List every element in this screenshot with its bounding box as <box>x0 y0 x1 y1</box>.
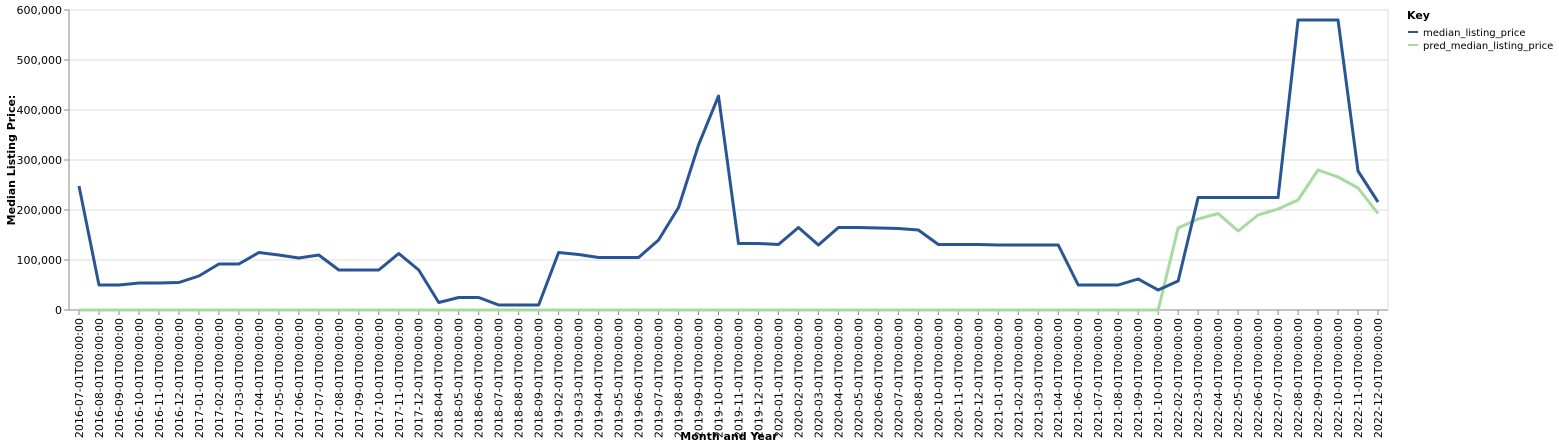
x-tick-label: 2022-06-01T00:00:00 <box>1252 318 1265 438</box>
x-tick-label: 2021-08-01T00:00:00 <box>1112 318 1125 438</box>
x-tick-label: 2017-07-01T00:00:00 <box>313 318 326 438</box>
x-tick-label: 2022-08-01T00:00:00 <box>1292 318 1305 438</box>
x-tick-label: 2020-05-01T00:00:00 <box>852 318 865 438</box>
x-tick-label: 2020-07-01T00:00:00 <box>892 318 905 438</box>
y-tick-label: 200,000 <box>17 204 63 217</box>
x-tick-label: 2021-01-01T00:00:00 <box>992 318 1005 438</box>
x-tick-label: 2018-09-01T00:00:00 <box>533 318 546 438</box>
x-tick-label: 2021-07-01T00:00:00 <box>1092 318 1105 438</box>
x-tick-label: 2019-09-01T00:00:00 <box>693 318 706 438</box>
x-tick-label: 2018-05-01T00:00:00 <box>453 318 466 438</box>
x-tick-label: 2019-04-01T00:00:00 <box>593 318 606 438</box>
x-tick-label: 2022-07-01T00:00:00 <box>1272 318 1285 438</box>
legend-label: pred_median_listing_price <box>1423 41 1553 52</box>
x-tick-label: 2020-06-01T00:00:00 <box>872 318 885 438</box>
series-line <box>79 168 1380 312</box>
x-tick-label: 2016-11-01T00:00:00 <box>153 318 166 438</box>
x-tick-label: 2020-01-01T00:00:00 <box>772 318 785 438</box>
x-tick-label: 2021-02-01T00:00:00 <box>1012 318 1025 438</box>
x-tick-label: 2020-04-01T00:00:00 <box>832 318 845 438</box>
x-tick-label: 2022-02-01T00:00:00 <box>1172 318 1185 438</box>
x-tick-label: 2018-04-01T00:00:00 <box>433 318 446 438</box>
x-tick-label: 2017-12-01T00:00:00 <box>413 318 426 438</box>
legend-title: Key <box>1407 9 1430 22</box>
x-tick-label: 2021-03-01T00:00:00 <box>1032 318 1045 438</box>
x-tick-label: 2017-06-01T00:00:00 <box>293 318 306 438</box>
x-tick-label: 2017-04-01T00:00:00 <box>253 318 266 438</box>
x-tick-label: 2016-07-01T00:00:00 <box>73 318 86 438</box>
x-tick-label: 2017-08-01T00:00:00 <box>333 318 346 438</box>
x-tick-label: 2022-10-01T00:00:00 <box>1332 318 1345 438</box>
x-tick-label: 2022-05-01T00:00:00 <box>1232 318 1245 438</box>
x-tick-label: 2020-03-01T00:00:00 <box>812 318 825 438</box>
x-tick-label: 2019-10-01T00:00:00 <box>713 318 726 438</box>
x-tick-label: 2019-05-01T00:00:00 <box>613 318 626 438</box>
x-tick-label: 2017-03-01T00:00:00 <box>233 318 246 438</box>
y-axis-title: Median Listing Price: <box>5 95 18 226</box>
legend-label: median_listing_price <box>1423 28 1526 39</box>
x-tick-label: 2019-02-01T00:00:00 <box>553 318 566 438</box>
y-tick-label: 100,000 <box>17 254 63 267</box>
x-tick-label: 2021-09-01T00:00:00 <box>1132 318 1145 438</box>
x-tick-label: 2017-11-01T00:00:00 <box>393 318 406 438</box>
x-tick-label: 2017-09-01T00:00:00 <box>353 318 366 438</box>
x-tick-label: 2019-08-01T00:00:00 <box>673 318 686 438</box>
x-tick-label: 2020-08-01T00:00:00 <box>912 318 925 438</box>
x-tick-label: 2016-08-01T00:00:00 <box>93 318 106 438</box>
x-tick-label: 2019-12-01T00:00:00 <box>752 318 765 438</box>
x-tick-label: 2017-05-01T00:00:00 <box>273 318 286 438</box>
x-tick-label: 2022-09-01T00:00:00 <box>1312 318 1325 438</box>
y-tick-label: 500,000 <box>17 54 63 67</box>
x-tick-label: 2021-10-01T00:00:00 <box>1152 318 1165 438</box>
x-tick-label: 2019-07-01T00:00:00 <box>653 318 666 438</box>
x-tick-label: 2018-06-01T00:00:00 <box>473 318 486 438</box>
x-tick-label: 2016-10-01T00:00:00 <box>133 318 146 438</box>
x-tick-label: 2017-10-01T00:00:00 <box>373 318 386 438</box>
x-tick-label: 2019-11-01T00:00:00 <box>732 318 745 438</box>
series-line <box>77 18 1380 307</box>
y-tick-label: 300,000 <box>17 154 63 167</box>
y-tick-label: 600,000 <box>17 4 63 17</box>
x-tick-label: 2019-06-01T00:00:00 <box>633 318 646 438</box>
x-tick-label: 2022-03-01T00:00:00 <box>1192 318 1205 438</box>
x-tick-label: 2020-02-01T00:00:00 <box>792 318 805 438</box>
x-tick-label: 2022-11-01T00:00:00 <box>1352 318 1365 438</box>
x-tick-label: 2020-11-01T00:00:00 <box>952 318 965 438</box>
x-tick-label: 2017-02-01T00:00:00 <box>213 318 226 438</box>
x-tick-label: 2021-06-01T00:00:00 <box>1072 318 1085 438</box>
y-tick-label: 400,000 <box>17 104 63 117</box>
x-tick-label: 2019-03-01T00:00:00 <box>573 318 586 438</box>
x-tick-label: 2017-01-01T00:00:00 <box>193 318 206 438</box>
x-tick-label: 2022-04-01T00:00:00 <box>1212 318 1225 438</box>
x-tick-label: 2018-07-01T00:00:00 <box>493 318 506 438</box>
x-tick-label: 2022-12-01T00:00:00 <box>1372 318 1385 438</box>
x-axis-title: Month and Year <box>680 430 778 443</box>
x-tick-label: 2016-12-01T00:00:00 <box>173 318 186 438</box>
x-tick-label: 2020-10-01T00:00:00 <box>932 318 945 438</box>
x-tick-label: 2020-12-01T00:00:00 <box>972 318 985 438</box>
x-tick-label: 2021-04-01T00:00:00 <box>1052 318 1065 438</box>
x-tick-label: 2018-08-01T00:00:00 <box>513 318 526 438</box>
y-tick-label: 0 <box>55 304 62 317</box>
x-tick-label: 2016-09-01T00:00:00 <box>113 318 126 438</box>
